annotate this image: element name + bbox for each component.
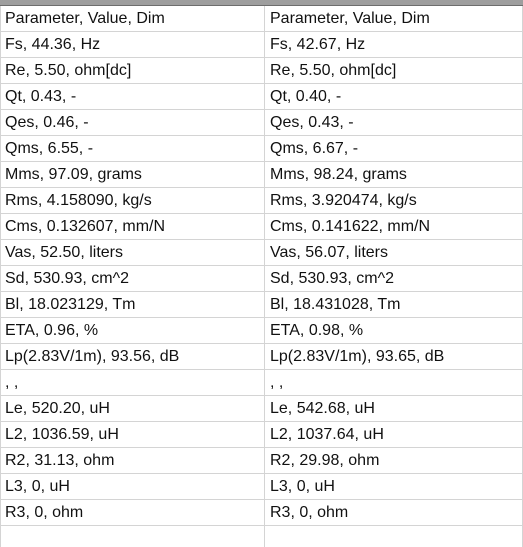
table-row: L3, 0, uH L3, 0, uH [0,474,523,500]
spreadsheet-cell[interactable]: Qes, 0.46, - [5,114,89,131]
spreadsheet-cell[interactable]: L2, 1037.64, uH [270,426,384,443]
table-row: L2, 1036.59, uH L2, 1037.64, uH [0,422,523,448]
table-row: Rms, 4.158090, kg/s Rms, 3.920474, kg/s [0,188,523,214]
spreadsheet-cell[interactable]: Mms, 98.24, grams [270,166,407,183]
table-row: Lp(2.83V/1m), 93.56, dB Lp(2.83V/1m), 93… [0,344,523,370]
spreadsheet-cell[interactable]: Mms, 97.09, grams [5,166,142,183]
spreadsheet-cell[interactable]: Parameter, Value, Dim [270,10,430,27]
spreadsheet-cell[interactable]: L2, 1036.59, uH [5,426,119,443]
spreadsheet-cell[interactable]: R3, 0, ohm [270,504,349,521]
spreadsheet-cell[interactable]: Qt, 0.43, - [5,88,77,105]
table-row: Qt, 0.43, - Qt, 0.40, - [0,84,523,110]
spreadsheet-cell[interactable]: Fs, 42.67, Hz [270,36,366,53]
table-row: Sd, 530.93, cm^2 Sd, 530.93, cm^2 [0,266,523,292]
spreadsheet-cell[interactable]: Qes, 0.43, - [270,114,354,131]
spreadsheet-cell[interactable]: Qt, 0.40, - [270,88,342,105]
spreadsheet-cell[interactable]: , , [5,374,19,391]
spreadsheet-cell[interactable]: Lp(2.83V/1m), 93.65, dB [270,348,445,365]
top-frame-edge [0,0,523,6]
spreadsheet-cell[interactable]: Cms, 0.132607, mm/N [5,218,166,235]
spreadsheet-table [0,6,523,547]
spreadsheet-cell[interactable]: ETA, 0.96, % [5,322,99,339]
spreadsheet-cell[interactable]: R2, 31.13, ohm [5,452,115,469]
spreadsheet-cell[interactable]: Vas, 52.50, liters [5,244,123,261]
spreadsheet-cell[interactable]: Lp(2.83V/1m), 93.56, dB [5,348,180,365]
table-row: Re, 5.50, ohm[dc] Re, 5.50, ohm[dc] [0,58,523,84]
table-row: Mms, 97.09, grams Mms, 98.24, grams [0,162,523,188]
spreadsheet-cell[interactable]: Vas, 56.07, liters [270,244,388,261]
table-row: R2, 31.13, ohm R2, 29.98, ohm [0,448,523,474]
table-row: R3, 0, ohm R3, 0, ohm [0,500,523,526]
spreadsheet-cell[interactable]: Le, 542.68, uH [270,400,375,417]
spreadsheet-cell[interactable]: Re, 5.50, ohm[dc] [270,62,397,79]
spreadsheet-cell[interactable]: Cms, 0.141622, mm/N [270,218,431,235]
spreadsheet-cell[interactable]: R3, 0, ohm [5,504,84,521]
spreadsheet-cell[interactable]: Rms, 4.158090, kg/s [5,192,152,209]
table-row: Qms, 6.55, - Qms, 6.67, - [0,136,523,162]
spreadsheet-cell[interactable]: ETA, 0.98, % [270,322,364,339]
spreadsheet-cell[interactable]: Sd, 530.93, cm^2 [5,270,130,287]
spreadsheet-cell[interactable]: L3, 0, uH [5,478,70,495]
spreadsheet-cell[interactable]: Re, 5.50, ohm[dc] [5,62,132,79]
spreadsheet-cell[interactable]: Le, 520.20, uH [5,400,110,417]
table-row: Qes, 0.46, - Qes, 0.43, - [0,110,523,136]
spreadsheet-cell[interactable]: Parameter, Value, Dim [5,10,165,27]
spreadsheet-cell[interactable]: L3, 0, uH [270,478,335,495]
spreadsheet-cell[interactable]: Bl, 18.023129, Tm [5,296,136,313]
spreadsheet-cell[interactable]: Fs, 44.36, Hz [5,36,101,53]
table-row: ETA, 0.96, % ETA, 0.98, % [0,318,523,344]
table-row: Cms, 0.132607, mm/N Cms, 0.141622, mm/N [0,214,523,240]
spreadsheet-cell[interactable]: Rms, 3.920474, kg/s [270,192,417,209]
spreadsheet-cell[interactable]: Qms, 6.67, - [270,140,359,157]
spreadsheet-cell[interactable]: Bl, 18.431028, Tm [270,296,401,313]
column-divider [264,6,265,547]
table-row: Le, 520.20, uH Le, 542.68, uH [0,396,523,422]
table-row: Parameter, Value, Dim Parameter, Value, … [0,6,523,32]
table-row: Bl, 18.023129, Tm Bl, 18.431028, Tm [0,292,523,318]
spreadsheet-cell[interactable]: R2, 29.98, ohm [270,452,380,469]
spreadsheet-cell[interactable]: Qms, 6.55, - [5,140,94,157]
table-row: Fs, 44.36, Hz Fs, 42.67, Hz [0,32,523,58]
spreadsheet-cell[interactable]: , , [270,374,284,391]
table-row: , , , , [0,370,523,396]
table-row: Vas, 52.50, liters Vas, 56.07, liters [0,240,523,266]
spreadsheet-cell[interactable]: Sd, 530.93, cm^2 [270,270,395,287]
